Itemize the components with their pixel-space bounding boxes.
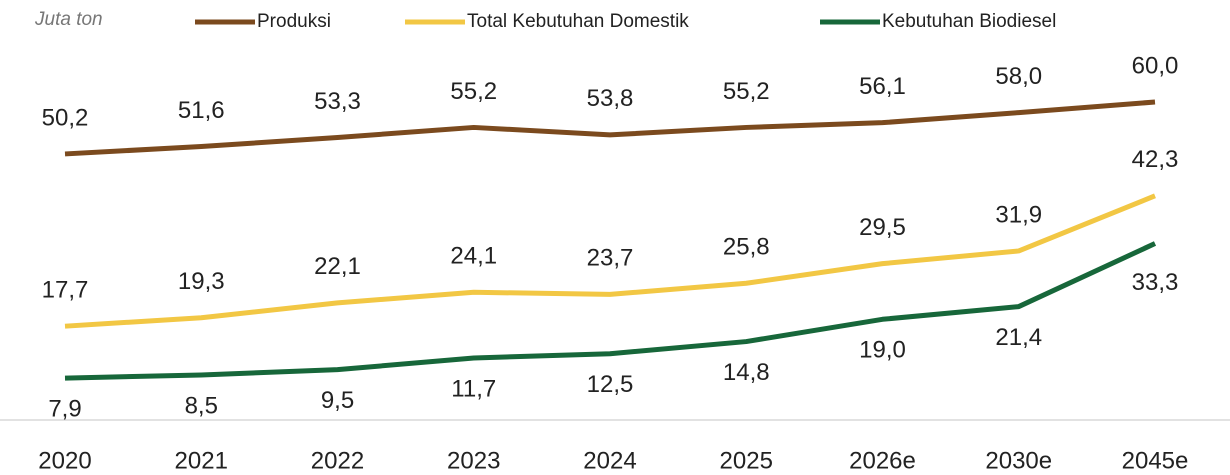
x-tick-label: 2025	[720, 447, 773, 474]
data-label: 42,3	[1132, 146, 1179, 173]
data-label: 14,8	[723, 359, 770, 386]
x-tick-label: 2020	[38, 447, 91, 474]
data-label: 21,4	[995, 324, 1042, 351]
data-label: 9,5	[321, 387, 354, 414]
series-line	[64, 193, 1156, 329]
data-label: 25,8	[723, 234, 770, 261]
data-label: 19,0	[859, 337, 906, 364]
unit-label: Juta ton	[34, 9, 103, 30]
data-label: 53,3	[314, 88, 361, 115]
legend-label: Total Kebutuhan Domestik	[467, 11, 689, 32]
x-tick-label: 2024	[583, 447, 636, 474]
data-label: 58,0	[995, 63, 1042, 90]
x-tick-label: 2022	[311, 447, 364, 474]
x-tick-label: 2023	[447, 447, 500, 474]
x-tick-label: 2021	[175, 447, 228, 474]
data-label: 56,1	[859, 73, 906, 100]
data-label: 60,0	[1132, 52, 1179, 79]
x-tick-label: 2045e	[1122, 447, 1189, 474]
data-label: 11,7	[451, 375, 496, 402]
x-tick-label: 2030e	[985, 447, 1052, 474]
data-label: 19,3	[178, 268, 225, 295]
data-label: 8,5	[185, 392, 218, 419]
data-label: 23,7	[587, 245, 634, 272]
data-label: 22,1	[314, 253, 361, 280]
series-line	[64, 241, 1157, 381]
data-label: 24,1	[450, 243, 497, 270]
data-label: 31,9	[995, 201, 1042, 228]
series-line	[64, 99, 1156, 157]
data-label: 55,2	[723, 78, 770, 105]
data-label: 29,5	[859, 214, 906, 241]
data-label: 53,8	[587, 85, 634, 112]
data-label: 51,6	[178, 97, 225, 124]
legend-label: Produksi	[257, 11, 331, 32]
data-label: 12,5	[587, 371, 634, 398]
data-label: 17,7	[42, 277, 89, 304]
data-label: 33,3	[1132, 269, 1179, 296]
data-label: 7,9	[48, 395, 81, 422]
data-label: 55,2	[450, 78, 497, 105]
x-tick-label: 2026e	[849, 447, 916, 474]
data-label: 50,2	[42, 104, 89, 131]
legend-label: Kebutuhan Biodiesel	[882, 11, 1056, 32]
